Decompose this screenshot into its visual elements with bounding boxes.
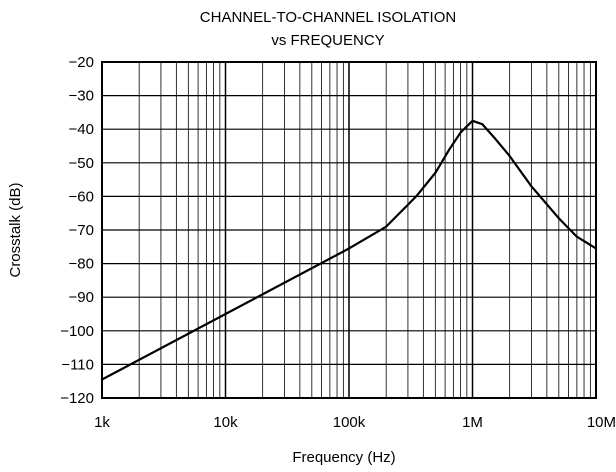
x-tick-label: 100k: [333, 414, 366, 431]
chart-title-line-1: CHANNEL-TO-CHANNEL ISOLATION: [200, 9, 456, 26]
y-tick-label: −120: [60, 390, 94, 407]
x-tick-label: 1k: [94, 414, 110, 431]
chart-title-line-2: vs FREQUENCY: [271, 32, 384, 49]
x-tick-labels: 1k 10k 100k 1M 10M: [94, 414, 616, 431]
y-tick-label: −40: [69, 121, 94, 138]
y-tick-label: −50: [69, 155, 94, 172]
x-tick-label: 10k: [213, 414, 238, 431]
x-tick-label: 10M: [587, 414, 616, 431]
y-axis-label: Crosstalk (dB): [7, 182, 24, 277]
y-tick-labels: −20 −30 −40 −50 −60 −70 −80 −90 −100 −110 −120: [60, 54, 94, 407]
y-tick-label: −80: [69, 256, 94, 273]
y-tick-label: −20: [69, 54, 94, 71]
series-lines: [100, 119, 598, 381]
y-tick-label: −70: [69, 222, 94, 239]
crosstalk-line: [100, 119, 598, 381]
y-tick-label: −100: [60, 323, 94, 340]
y-tick-label: −90: [69, 289, 94, 306]
x-tick-label: 1M: [462, 414, 483, 431]
y-tick-label: −60: [69, 188, 94, 205]
y-tick-label: −110: [61, 356, 94, 373]
grid-lines: [102, 62, 596, 398]
y-tick-label: −30: [69, 88, 94, 105]
plot-frame: [101, 61, 597, 399]
x-axis-label: Frequency (Hz): [292, 449, 395, 466]
